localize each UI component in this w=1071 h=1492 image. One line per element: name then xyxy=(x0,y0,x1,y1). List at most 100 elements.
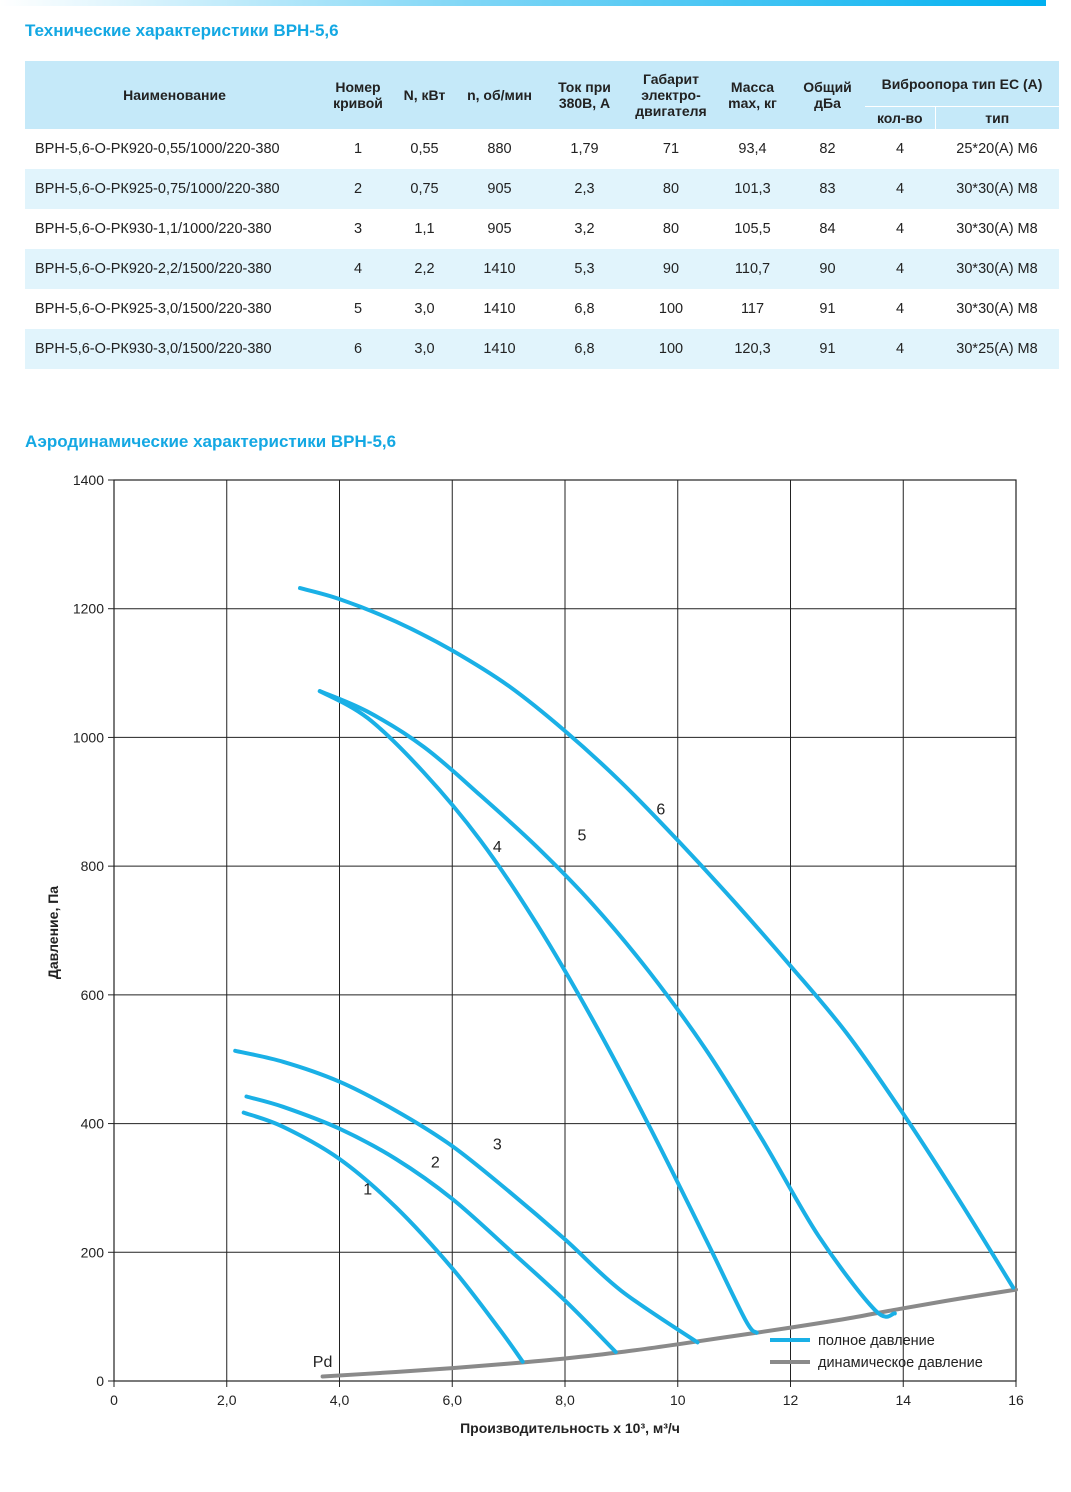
cell-noise: 84 xyxy=(819,221,836,237)
cell-curve: 2 xyxy=(324,169,392,209)
x-tick-label: 12 xyxy=(783,1392,799,1408)
header-power: N, кВт xyxy=(392,61,457,129)
cell-current: 1,79 xyxy=(570,141,599,157)
y-tick-label: 0 xyxy=(96,1373,104,1389)
spec-table: Наименование Номер кривой N, кВт n, об/м… xyxy=(25,61,1059,369)
x-tick-label: 16 xyxy=(1008,1392,1024,1408)
cell-name: ВРН-5,6-О-РК925-3,0/1500/220-380 xyxy=(35,301,272,317)
header-current: Ток при 380В, А xyxy=(542,61,627,129)
cell-type: 30*30(А) М8 xyxy=(935,249,1059,289)
curve-label-2: 2 xyxy=(431,1154,440,1171)
x-tick-label: 14 xyxy=(895,1392,911,1408)
curve-6-line xyxy=(298,586,1016,1290)
table-row: ВРН-5,6-О-РК930-3,0/1500/220-380 6 3,0 1410… xyxy=(25,329,1059,369)
cell-curve: 5 xyxy=(353,301,363,317)
cell-name: ВРН-5,6-О-РК920-0,55/1000/220-380 xyxy=(35,141,280,157)
header-mount-type: тип xyxy=(934,106,1059,129)
cell-current: 2,3 xyxy=(542,169,627,209)
table-row: ВРН-5,6-О-РК930-1,1/1000/220-380 3 1,1 905 3… xyxy=(25,209,1059,249)
curve-label-5: 5 xyxy=(577,827,586,844)
y-tick-label: 400 xyxy=(81,1116,105,1132)
cell-power: 1,1 xyxy=(414,221,435,237)
cell-noise: 90 xyxy=(790,249,865,289)
cell-noise: 91 xyxy=(790,329,865,369)
x-tick-label: 8,0 xyxy=(555,1392,575,1408)
cell-qty: 4 xyxy=(895,221,905,237)
cell-current: 6,8 xyxy=(542,329,627,369)
curve-label-4: 4 xyxy=(493,839,502,856)
cell-qty: 4 xyxy=(865,169,935,209)
cell-qty: 4 xyxy=(865,249,935,289)
cell-qty: 4 xyxy=(895,301,905,317)
curve-label-6: 6 xyxy=(656,802,665,819)
cell-frame: 90 xyxy=(627,249,715,289)
cell-curve: 1 xyxy=(353,141,363,157)
table-row: ВРН-5,6-О-РК920-0,55/1000/220-380 1 0,55 88… xyxy=(25,129,1059,169)
cell-type: 30*30(А) М8 xyxy=(956,301,1038,317)
header-speed: n, об/мин xyxy=(457,61,542,129)
y-tick-label: 1400 xyxy=(73,472,104,488)
cell-speed: 905 xyxy=(457,169,542,209)
cell-speed: 1410 xyxy=(457,329,542,369)
legend-label: полное давление xyxy=(818,1333,935,1349)
header-mount: Виброопора тип ЕС (А) xyxy=(865,61,1059,107)
cell-type: 30*30(А) М8 xyxy=(956,221,1038,237)
cell-mass: 120,3 xyxy=(715,329,790,369)
curve-1-line xyxy=(241,1110,525,1364)
cell-mass: 105,5 xyxy=(734,221,771,237)
spec-section-title: Технические характеристики ВРН-5,6 xyxy=(25,21,339,40)
y-tick-label: 800 xyxy=(81,858,105,874)
legend-label: динамическое давление xyxy=(818,1355,983,1371)
y-tick-label: 1200 xyxy=(73,601,104,617)
curve-3-line xyxy=(233,1048,700,1345)
cell-mass: 101,3 xyxy=(715,169,790,209)
header-mount-qty: кол-во xyxy=(865,106,935,129)
x-tick-label: 2,0 xyxy=(217,1392,237,1408)
y-tick-label: 200 xyxy=(81,1244,105,1260)
header-mass: Масса max, кг xyxy=(715,61,790,129)
curve-2-line xyxy=(244,1094,618,1354)
cell-qty: 4 xyxy=(865,329,935,369)
y-tick-label: 600 xyxy=(81,987,105,1003)
cell-power: 0,75 xyxy=(392,169,457,209)
cell-frame: 100 xyxy=(627,329,715,369)
x-tick-label: 4,0 xyxy=(330,1392,350,1408)
curve-label-Pd: Pd xyxy=(313,1354,333,1371)
cell-name: ВРН-5,6-О-РК925-0,75/1000/220-380 xyxy=(25,169,324,209)
top-accent-bar xyxy=(0,0,1046,6)
cell-type: 25*20(А) М6 xyxy=(956,141,1038,157)
header-name: Наименование xyxy=(25,61,324,129)
cell-power: 3,0 xyxy=(414,301,435,317)
y-axis-label: Давление, Па xyxy=(45,886,61,979)
curve-4-line xyxy=(317,689,759,1335)
cell-current: 5,3 xyxy=(542,249,627,289)
x-tick-label: 0 xyxy=(110,1392,118,1408)
cell-type: 30*30(А) М8 xyxy=(935,169,1059,209)
cell-current: 3,2 xyxy=(574,221,595,237)
y-tick-label: 1000 xyxy=(73,729,104,745)
cell-name: ВРН-5,6-О-РК930-3,0/1500/220-380 xyxy=(25,329,324,369)
curve-label-3: 3 xyxy=(493,1136,502,1153)
cell-mass: 117 xyxy=(740,301,765,317)
cell-current: 6,8 xyxy=(574,301,595,317)
header-noise: Общий дБа xyxy=(790,61,865,129)
cell-speed: 880 xyxy=(487,141,512,157)
table-row: ВРН-5,6-О-РК925-0,75/1000/220-380 2 0,75 90… xyxy=(25,169,1059,209)
cell-curve: 4 xyxy=(324,249,392,289)
table-subheader-row: кол-во тип xyxy=(25,106,1059,129)
cell-curve: 3 xyxy=(353,221,363,237)
curve-label-1: 1 xyxy=(363,1181,372,1198)
cell-name: ВРН-5,6-О-РК920-2,2/1500/220-380 xyxy=(25,249,324,289)
x-tick-label: 10 xyxy=(670,1392,686,1408)
cell-speed: 905 xyxy=(487,221,512,237)
cell-power: 2,2 xyxy=(392,249,457,289)
cell-type: 30*25(А) М8 xyxy=(935,329,1059,369)
dynamic-pressure-line xyxy=(320,1287,1018,1379)
table-header-row: Наименование Номер кривой N, кВт n, об/м… xyxy=(25,61,1059,129)
header-curve: Номер кривой xyxy=(324,61,392,129)
cell-noise: 91 xyxy=(819,301,836,317)
cell-noise: 83 xyxy=(790,169,865,209)
cell-frame: 80 xyxy=(627,169,715,209)
curve-5-line xyxy=(317,689,897,1319)
